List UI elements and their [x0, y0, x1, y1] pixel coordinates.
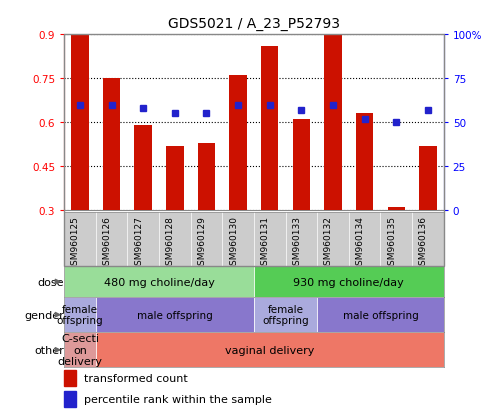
Text: transformed count: transformed count — [84, 373, 187, 383]
Text: female
offspring: female offspring — [262, 304, 309, 326]
Bar — [64, 370, 76, 386]
Text: male offspring: male offspring — [137, 310, 212, 320]
Bar — [254, 266, 444, 297]
Text: GSM960127: GSM960127 — [134, 216, 143, 270]
Bar — [324, 35, 342, 211]
Text: C-secti
on
delivery: C-secti on delivery — [57, 333, 103, 367]
Text: GSM960135: GSM960135 — [387, 216, 396, 270]
Bar — [198, 143, 215, 211]
Text: GSM960125: GSM960125 — [71, 216, 80, 270]
Text: GSM960134: GSM960134 — [355, 216, 365, 270]
Text: GSM960130: GSM960130 — [229, 216, 238, 270]
Bar — [96, 297, 254, 332]
Text: other: other — [35, 345, 64, 355]
Bar — [64, 297, 96, 332]
Text: percentile rank within the sample: percentile rank within the sample — [84, 394, 272, 404]
Bar — [229, 76, 247, 211]
Text: GSM960129: GSM960129 — [197, 216, 207, 270]
Bar — [317, 297, 444, 332]
Bar — [64, 391, 76, 407]
Text: GSM960131: GSM960131 — [261, 216, 270, 270]
Bar — [261, 47, 279, 211]
Bar — [64, 332, 96, 368]
Bar — [419, 146, 437, 211]
Text: gender: gender — [24, 310, 64, 320]
Text: GSM960128: GSM960128 — [166, 216, 175, 270]
Bar — [103, 79, 120, 211]
Text: vaginal delivery: vaginal delivery — [225, 345, 315, 355]
Bar — [293, 120, 310, 211]
Bar — [135, 126, 152, 211]
Bar — [254, 297, 317, 332]
Text: female
offspring: female offspring — [57, 304, 103, 326]
Bar — [71, 35, 89, 211]
Bar — [387, 208, 405, 211]
Text: dose: dose — [37, 277, 64, 287]
Text: GSM960126: GSM960126 — [103, 216, 111, 270]
Bar — [356, 114, 373, 211]
Text: GSM960133: GSM960133 — [292, 216, 301, 270]
Text: 480 mg choline/day: 480 mg choline/day — [104, 277, 214, 287]
Text: male offspring: male offspring — [343, 310, 418, 320]
Text: 930 mg choline/day: 930 mg choline/day — [293, 277, 404, 287]
Text: GSM960132: GSM960132 — [324, 216, 333, 270]
Title: GDS5021 / A_23_P52793: GDS5021 / A_23_P52793 — [168, 17, 340, 31]
Bar — [166, 146, 183, 211]
Bar — [64, 266, 254, 297]
Text: GSM960136: GSM960136 — [419, 216, 428, 270]
